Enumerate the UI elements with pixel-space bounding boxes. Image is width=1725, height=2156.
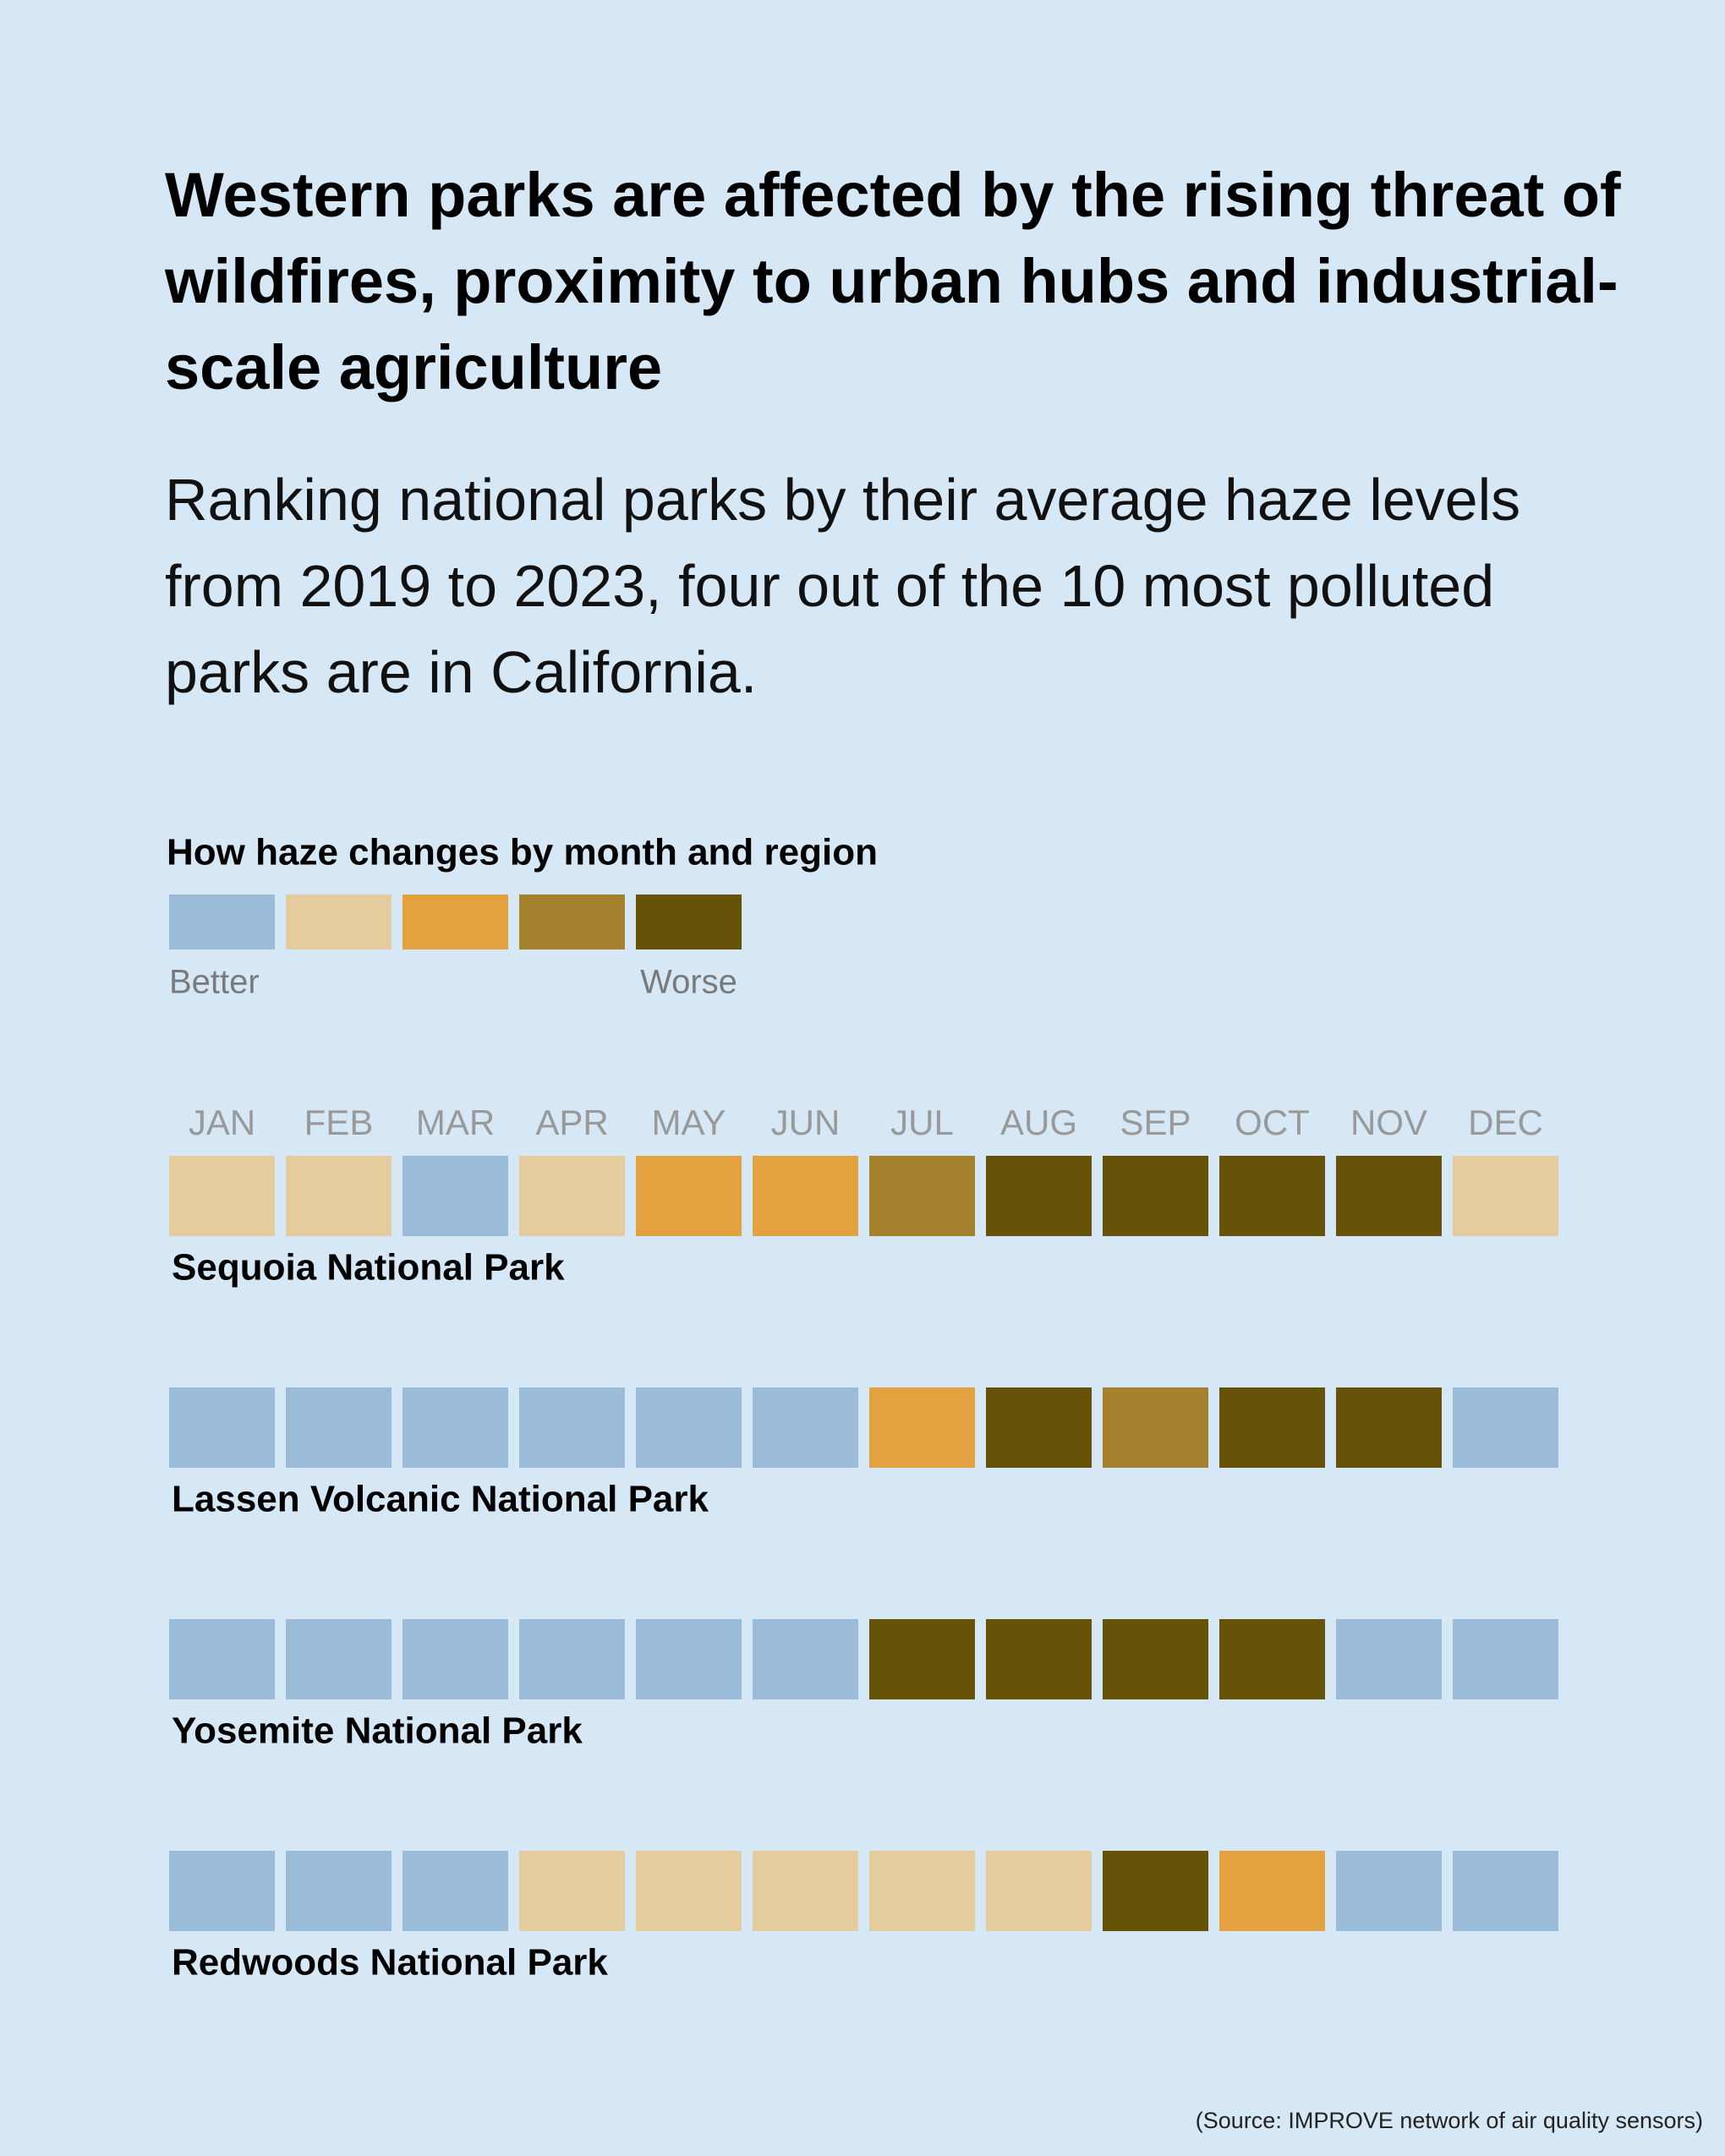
legend-swatch <box>519 895 625 949</box>
x-tick-label: OCT <box>1235 1103 1310 1142</box>
heat-cell <box>869 1387 975 1468</box>
heat-cell <box>402 1851 508 1931</box>
heat-cell <box>1219 1619 1325 1699</box>
heat-cell <box>402 1156 508 1236</box>
heat-cell <box>636 1619 742 1699</box>
heat-cell <box>636 1851 742 1931</box>
heat-cell <box>1219 1156 1325 1236</box>
heat-cell <box>753 1851 858 1931</box>
chart-title: Western parks are affected by the rising… <box>165 160 1621 402</box>
heat-cell <box>286 1619 392 1699</box>
x-tick-label: JUN <box>771 1103 841 1142</box>
chart-subtitle: Ranking national parks by their average … <box>165 467 1521 705</box>
heat-cell <box>1219 1851 1325 1931</box>
heat-cell <box>1219 1387 1325 1468</box>
heat-cell <box>169 1156 275 1236</box>
heat-cell <box>1336 1851 1442 1931</box>
heat-cell <box>519 1851 625 1931</box>
heat-cell <box>1336 1387 1442 1468</box>
heat-cell <box>519 1387 625 1468</box>
row-label: Sequoia National Park <box>172 1247 565 1289</box>
heat-cell <box>286 1851 392 1931</box>
heat-cell <box>753 1619 858 1699</box>
heat-cell <box>1453 1851 1558 1931</box>
x-tick-label: JAN <box>189 1103 255 1142</box>
heat-cell <box>169 1619 275 1699</box>
heat-cell <box>1103 1387 1208 1468</box>
heat-cell <box>753 1387 858 1468</box>
row-label: Redwoods National Park <box>172 1942 608 1984</box>
heat-cell <box>286 1156 392 1236</box>
legend-swatch <box>402 895 508 949</box>
x-tick-label: FEB <box>304 1103 374 1142</box>
heat-cell <box>169 1851 275 1931</box>
heat-cell <box>1103 1619 1208 1699</box>
heat-cell <box>519 1156 625 1236</box>
legend-swatch <box>286 895 392 949</box>
heat-cell <box>636 1387 742 1468</box>
row-label: Lassen Volcanic National Park <box>172 1479 709 1520</box>
x-tick-label: NOV <box>1350 1103 1427 1142</box>
legend-swatch <box>636 895 742 949</box>
heat-cell <box>1453 1156 1558 1236</box>
x-tick-label: JUL <box>890 1103 954 1142</box>
heat-cell <box>1336 1156 1442 1236</box>
heat-cell <box>169 1387 275 1468</box>
heat-cell <box>869 1156 975 1236</box>
heat-cell <box>986 1387 1092 1468</box>
x-tick-label: AUG <box>1000 1103 1077 1142</box>
heat-cell <box>1103 1156 1208 1236</box>
heat-cell <box>286 1387 392 1468</box>
legend-swatch <box>169 895 275 949</box>
x-tick-label: DEC <box>1468 1103 1543 1142</box>
heat-cell <box>402 1619 508 1699</box>
source: (Source: IMPROVE network of air quality … <box>1196 2108 1703 2133</box>
x-tick-label: APR <box>535 1103 608 1142</box>
legend-title: How haze changes by month and region <box>167 832 878 873</box>
legend-high-label: Worse <box>640 964 737 1001</box>
heat-cell <box>1336 1619 1442 1699</box>
heat-cell <box>753 1156 858 1236</box>
heat-cell <box>402 1387 508 1468</box>
heat-cell <box>869 1619 975 1699</box>
heat-cell <box>986 1851 1092 1931</box>
row-label: Yosemite National Park <box>172 1710 583 1752</box>
heat-cell <box>986 1156 1092 1236</box>
heat-cell <box>519 1619 625 1699</box>
heat-cell <box>986 1619 1092 1699</box>
x-tick-label: SEP <box>1120 1103 1191 1142</box>
x-tick-label: MAY <box>652 1103 726 1142</box>
legend-low-label: Better <box>169 964 260 1001</box>
heat-cell <box>1453 1619 1558 1699</box>
heat-cell <box>869 1851 975 1931</box>
heat-cell <box>1103 1851 1208 1931</box>
x-tick-label: MAR <box>416 1103 495 1142</box>
heat-cell <box>1453 1387 1558 1468</box>
heat-cell <box>636 1156 742 1236</box>
